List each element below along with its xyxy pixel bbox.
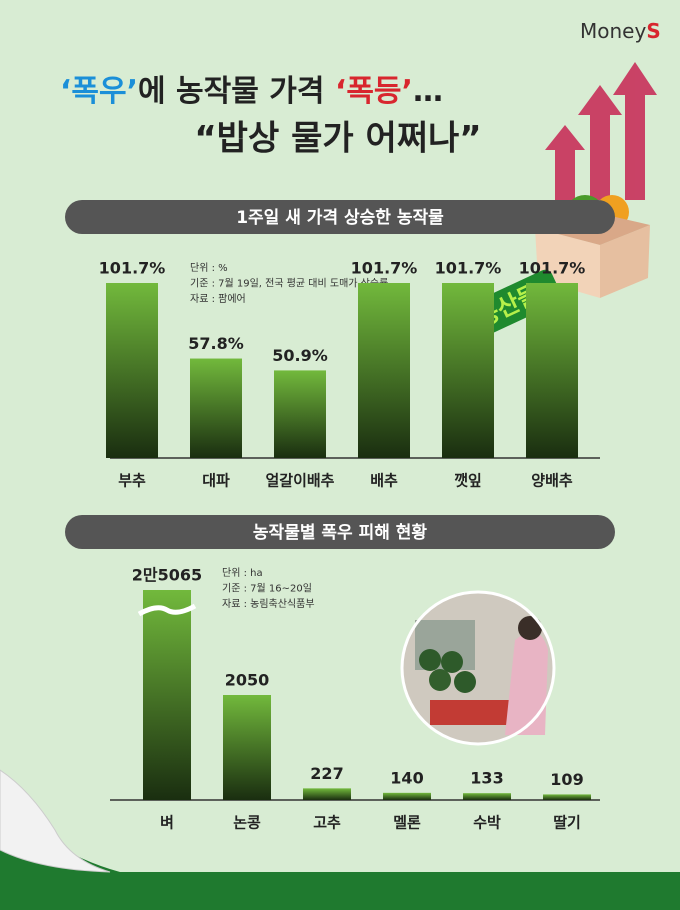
page-curl <box>0 769 111 873</box>
value-label: 101.7% <box>519 259 586 278</box>
chart-title: 농작물별 폭우 피해 현황 <box>253 523 428 543</box>
category-label: 수박 <box>473 814 501 832</box>
chart-title: 1주일 새 가격 상승한 농작물 <box>236 208 444 228</box>
bar <box>190 358 242 458</box>
value-label: 2050 <box>225 671 270 690</box>
value-label: 101.7% <box>435 259 502 278</box>
category-label: 딸기 <box>553 814 581 832</box>
bar <box>106 283 158 458</box>
category-label: 양배추 <box>531 472 573 490</box>
category-label: 고추 <box>313 814 341 832</box>
headline-part: 에 농작물 가격 <box>138 74 335 109</box>
headline: ‘폭우’에 농작물 가격 ‘폭등’… <box>60 74 443 109</box>
section-pill <box>65 200 615 234</box>
category-label: 멜론 <box>393 814 421 832</box>
section-pill <box>65 515 615 549</box>
bar <box>303 788 351 800</box>
bar <box>143 590 191 800</box>
chart-note: 기준 : 7월 16~20일 <box>222 583 312 595</box>
market-photo <box>400 590 556 746</box>
value-label: 57.8% <box>188 334 244 353</box>
category-label: 논콩 <box>233 814 261 832</box>
chart-note: 자료 : 농림축산식품부 <box>222 598 315 610</box>
value-label: 2만5065 <box>132 566 202 585</box>
category-label: 깻잎 <box>454 472 482 490</box>
bar <box>274 370 326 458</box>
value-label: 133 <box>470 769 503 788</box>
value-label: 227 <box>310 764 343 783</box>
category-label: 배추 <box>370 472 398 490</box>
chart-note: 단위 : ha <box>222 566 263 579</box>
brand: MoneyS <box>580 19 661 43</box>
bar <box>223 695 271 800</box>
category-label: 부추 <box>118 472 146 490</box>
subheadline: “밥상 물가 어쩌나” <box>194 119 481 159</box>
bar <box>358 283 410 458</box>
bar <box>526 283 578 458</box>
chart-note: 자료 : 팜에어 <box>190 293 246 305</box>
bar <box>442 283 494 458</box>
value-label: 50.9% <box>272 346 328 365</box>
category-label: 대파 <box>202 472 230 490</box>
headline-part: ‘폭등’ <box>335 74 413 109</box>
headline-part: ‘폭우’ <box>60 74 138 109</box>
footer-band <box>0 872 680 910</box>
value-label: 140 <box>390 768 423 787</box>
value-label: 101.7% <box>99 259 166 278</box>
headline-part: … <box>413 74 443 109</box>
rising-arrows <box>545 62 657 200</box>
chart-note: 단위 : % <box>190 261 228 274</box>
category-label: 벼 <box>160 814 174 832</box>
bar <box>463 793 511 800</box>
bar <box>383 792 431 800</box>
brand-main: Money <box>580 19 646 43</box>
chart-note: 기준 : 7월 19일, 전국 평균 대비 도매가 상승률 <box>190 278 388 290</box>
brand-s: S <box>646 19 660 43</box>
category-label: 얼갈이배추 <box>265 472 334 490</box>
value-label: 101.7% <box>351 259 418 278</box>
axis-break <box>137 603 197 617</box>
value-label: 109 <box>550 770 583 789</box>
bar <box>543 794 591 800</box>
